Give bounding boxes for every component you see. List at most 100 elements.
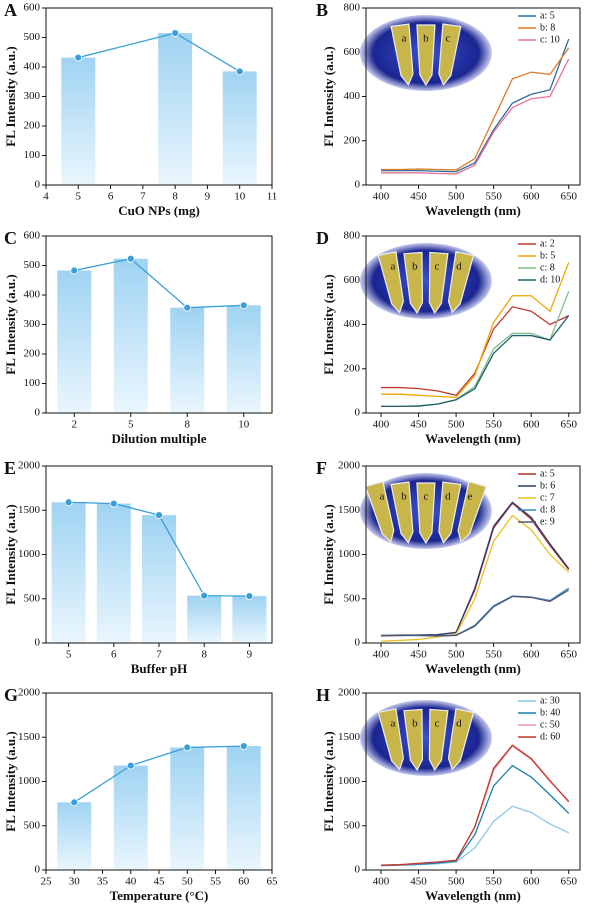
spectrum-line [381, 306, 570, 397]
marker [126, 254, 135, 263]
y-tick-label: 500 [344, 592, 361, 604]
marker [155, 511, 163, 520]
x-tick-label: 6 [111, 649, 117, 661]
y-tick-label: 2000 [338, 687, 361, 699]
legend-label: a: 2 [540, 238, 555, 249]
trend-line [73, 745, 244, 803]
y-tick-label: 2000 [18, 460, 41, 472]
x-tick-label: 550 [485, 419, 502, 431]
panel-label: G [4, 685, 18, 705]
legend-label: d: 8 [540, 504, 555, 515]
y-tick-label: 500 [24, 31, 41, 43]
y-axis-label: FL Intensity (a.u.) [3, 274, 18, 374]
plot-frame [365, 235, 581, 414]
tube-label: b [423, 33, 429, 45]
y-tick-label: 1000 [338, 775, 361, 787]
x-tick-label: 400 [373, 649, 390, 661]
tube-label: a [401, 33, 406, 45]
x-tick-label: 500 [448, 649, 465, 661]
legend-label: a: 5 [540, 468, 555, 479]
x-tick-label: 2 [72, 419, 78, 431]
marker [245, 592, 254, 600]
x-tick-label: 50 [182, 876, 194, 888]
x-tick-label: 8 [185, 419, 191, 431]
marker [171, 29, 180, 37]
x-tick-label: 600 [523, 191, 540, 203]
marker [126, 761, 135, 770]
x-tick-label: 4 [43, 191, 49, 203]
y-tick-label: 200 [24, 120, 41, 132]
x-tick-label: 550 [485, 649, 502, 661]
tube-label: d [456, 718, 462, 730]
tube-label: b [401, 491, 407, 503]
y-tick-label: 0 [355, 407, 361, 419]
bar [170, 747, 205, 870]
tube [390, 23, 414, 86]
x-tick-label: 8 [201, 649, 207, 661]
tube [403, 708, 424, 772]
plot-frame [45, 465, 273, 644]
spectrum-line [381, 58, 570, 175]
bar [226, 746, 261, 870]
y-tick-label: 2000 [18, 687, 41, 699]
legend-label: d: 60 [540, 731, 560, 742]
plot-frame [45, 235, 273, 414]
y-tick-label: 100 [24, 149, 41, 161]
y-tick-label: 200 [344, 362, 361, 374]
plot-frame [45, 7, 273, 186]
marker [183, 303, 192, 312]
inset-photo [359, 700, 492, 776]
y-axis-label: FL Intensity (a.u.) [3, 46, 18, 146]
spectrum-line [381, 262, 570, 399]
x-tick-label: 55 [210, 876, 222, 888]
y-axis-label: FL Intensity (a.u.) [321, 274, 336, 374]
y-tick-label: 500 [24, 259, 41, 271]
y-tick-label: 100 [24, 377, 41, 389]
x-axis-label: Buffer pH [131, 661, 187, 676]
x-axis-label: Temperature (°C) [110, 888, 209, 903]
y-tick-label: 0 [35, 179, 41, 191]
y-tick-label: 1500 [18, 504, 41, 516]
y-tick-label: 200 [344, 134, 361, 146]
x-tick-label: 450 [410, 419, 427, 431]
marker [235, 67, 244, 76]
y-tick-label: 600 [24, 230, 41, 242]
x-tick-label: 5 [66, 649, 72, 661]
tube-label: e [467, 491, 472, 503]
y-tick-label: 300 [24, 90, 41, 102]
bar [170, 307, 205, 413]
tube [428, 251, 449, 315]
y-tick-label: 500 [24, 592, 41, 604]
spectrum-line [381, 589, 570, 637]
panel-label: H [316, 685, 330, 705]
bar [96, 503, 131, 643]
panel: H Wavelength (nm) FL Intensity (a.u.) 0 500 1… [316, 685, 581, 903]
tube [447, 251, 475, 314]
x-tick-label: 650 [560, 876, 577, 888]
x-tick-label: 600 [523, 649, 540, 661]
tube [416, 24, 436, 87]
x-tick-label: 400 [373, 419, 390, 431]
tube-label: d [456, 261, 462, 273]
panel: C Dilution multiple FL Intensity (a.u.) 0 10… [3, 228, 273, 446]
x-tick-label: 500 [448, 876, 465, 888]
y-tick-label: 0 [35, 637, 41, 649]
y-axis-label: FL Intensity (a.u.) [3, 504, 18, 604]
x-tick-label: 7 [140, 191, 146, 203]
x-tick-label: 450 [410, 876, 427, 888]
x-axis-label: Dilution multiple [112, 431, 207, 446]
x-tick-label: 30 [69, 876, 81, 888]
y-tick-label: 600 [344, 274, 361, 286]
y-tick-label: 400 [24, 289, 41, 301]
x-tick-label: 5 [128, 419, 134, 431]
bar [57, 270, 92, 413]
bar [57, 802, 92, 870]
panel-label: D [316, 228, 329, 248]
x-tick-label: 9 [205, 191, 211, 203]
y-tick-label: 1500 [18, 731, 41, 743]
tube [428, 708, 449, 772]
tube [390, 481, 414, 544]
tube-label: c [434, 261, 439, 273]
y-tick-label: 600 [24, 2, 41, 14]
x-tick-label: 7 [156, 649, 162, 661]
